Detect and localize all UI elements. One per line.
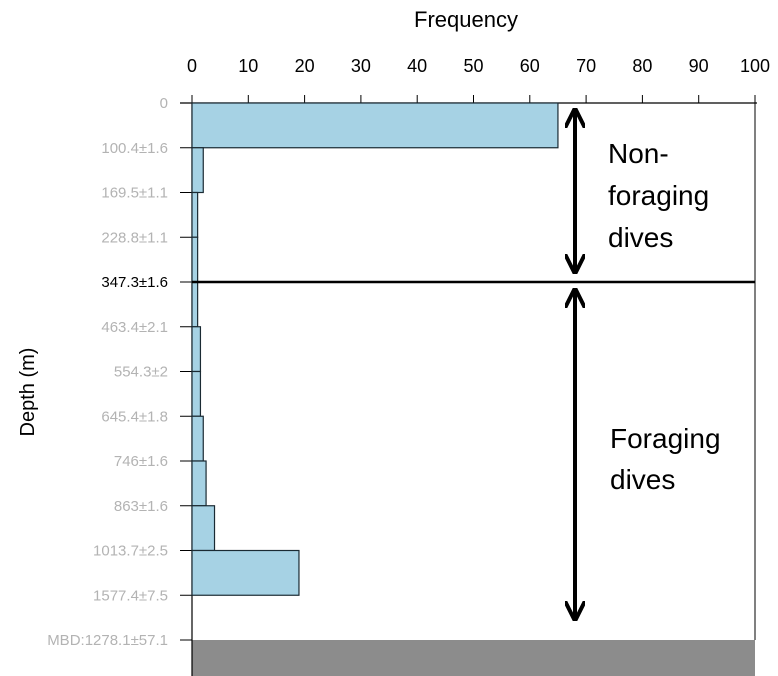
y-tick-label-4: 347.3±1.6 [101, 274, 168, 291]
x-tick-label-70: 70 [576, 56, 596, 76]
bar-8 [191, 460, 207, 507]
annotation-non-foraging: Non- foraging dives [608, 138, 717, 253]
y-tick-label-3: 228.8±1.1 [101, 229, 168, 246]
x-tick-label-10: 10 [238, 56, 258, 76]
y-tick-label-12: MBD:1278.1±57.1 [47, 632, 168, 649]
x-tick-label-50: 50 [463, 56, 483, 76]
x-tick-label-80: 80 [632, 56, 652, 76]
bar-4 [191, 281, 199, 328]
x-tick-label-30: 30 [351, 56, 371, 76]
plot-area: 0 10 20 30 40 50 60 70 80 90 100 0 100.4±1.6 169.5±1.… [47, 56, 770, 676]
seafloor-band [192, 640, 755, 676]
bar-3 [191, 236, 199, 283]
bar-1 [191, 147, 204, 194]
y-tick-label-2: 169.5±1.1 [101, 185, 168, 202]
y-tick-label-7: 645.4±1.8 [101, 408, 168, 425]
y-tick-label-5: 463.4±2.1 [101, 319, 168, 336]
y-tick-label-8: 746±1.6 [114, 453, 168, 470]
y-tick-label-0: 0 [160, 95, 168, 112]
y-tick-label-6: 554.3±2 [114, 364, 168, 381]
bar-5 [191, 326, 202, 373]
x-tick-label-90: 90 [689, 56, 709, 76]
annotation-foraging-line-2: dives [610, 464, 675, 495]
bar-7 [191, 415, 204, 462]
x-tick-label-100: 100 [740, 56, 770, 76]
bar-10 [191, 549, 300, 596]
annotation-foraging-line-1: Foraging [610, 423, 721, 454]
x-tick-label-20: 20 [295, 56, 315, 76]
annotation-foraging: Foraging dives [610, 423, 728, 495]
x-tick-label-0: 0 [187, 56, 197, 76]
x-tick-label-40: 40 [407, 56, 427, 76]
y-axis-label: Depth (m) [17, 348, 39, 437]
bar-6 [191, 370, 202, 417]
annotation-non-foraging-line-1: Non- [608, 138, 669, 169]
bar-0 [191, 102, 559, 149]
bar-2 [191, 191, 199, 238]
y-tick-label-10: 1013.7±2.5 [93, 543, 168, 560]
annotation-non-foraging-line-2: foraging [608, 180, 709, 211]
x-tick-label-60: 60 [520, 56, 540, 76]
annotation-non-foraging-line-3: dives [608, 222, 673, 253]
bar-9 [191, 505, 216, 552]
y-tick-label-1: 100.4±1.6 [101, 140, 168, 157]
y-tick-label-9: 863±1.6 [114, 498, 168, 515]
x-axis-label: Frequency [414, 7, 518, 32]
y-tick-label-11: 1577.4±7.5 [93, 587, 168, 604]
